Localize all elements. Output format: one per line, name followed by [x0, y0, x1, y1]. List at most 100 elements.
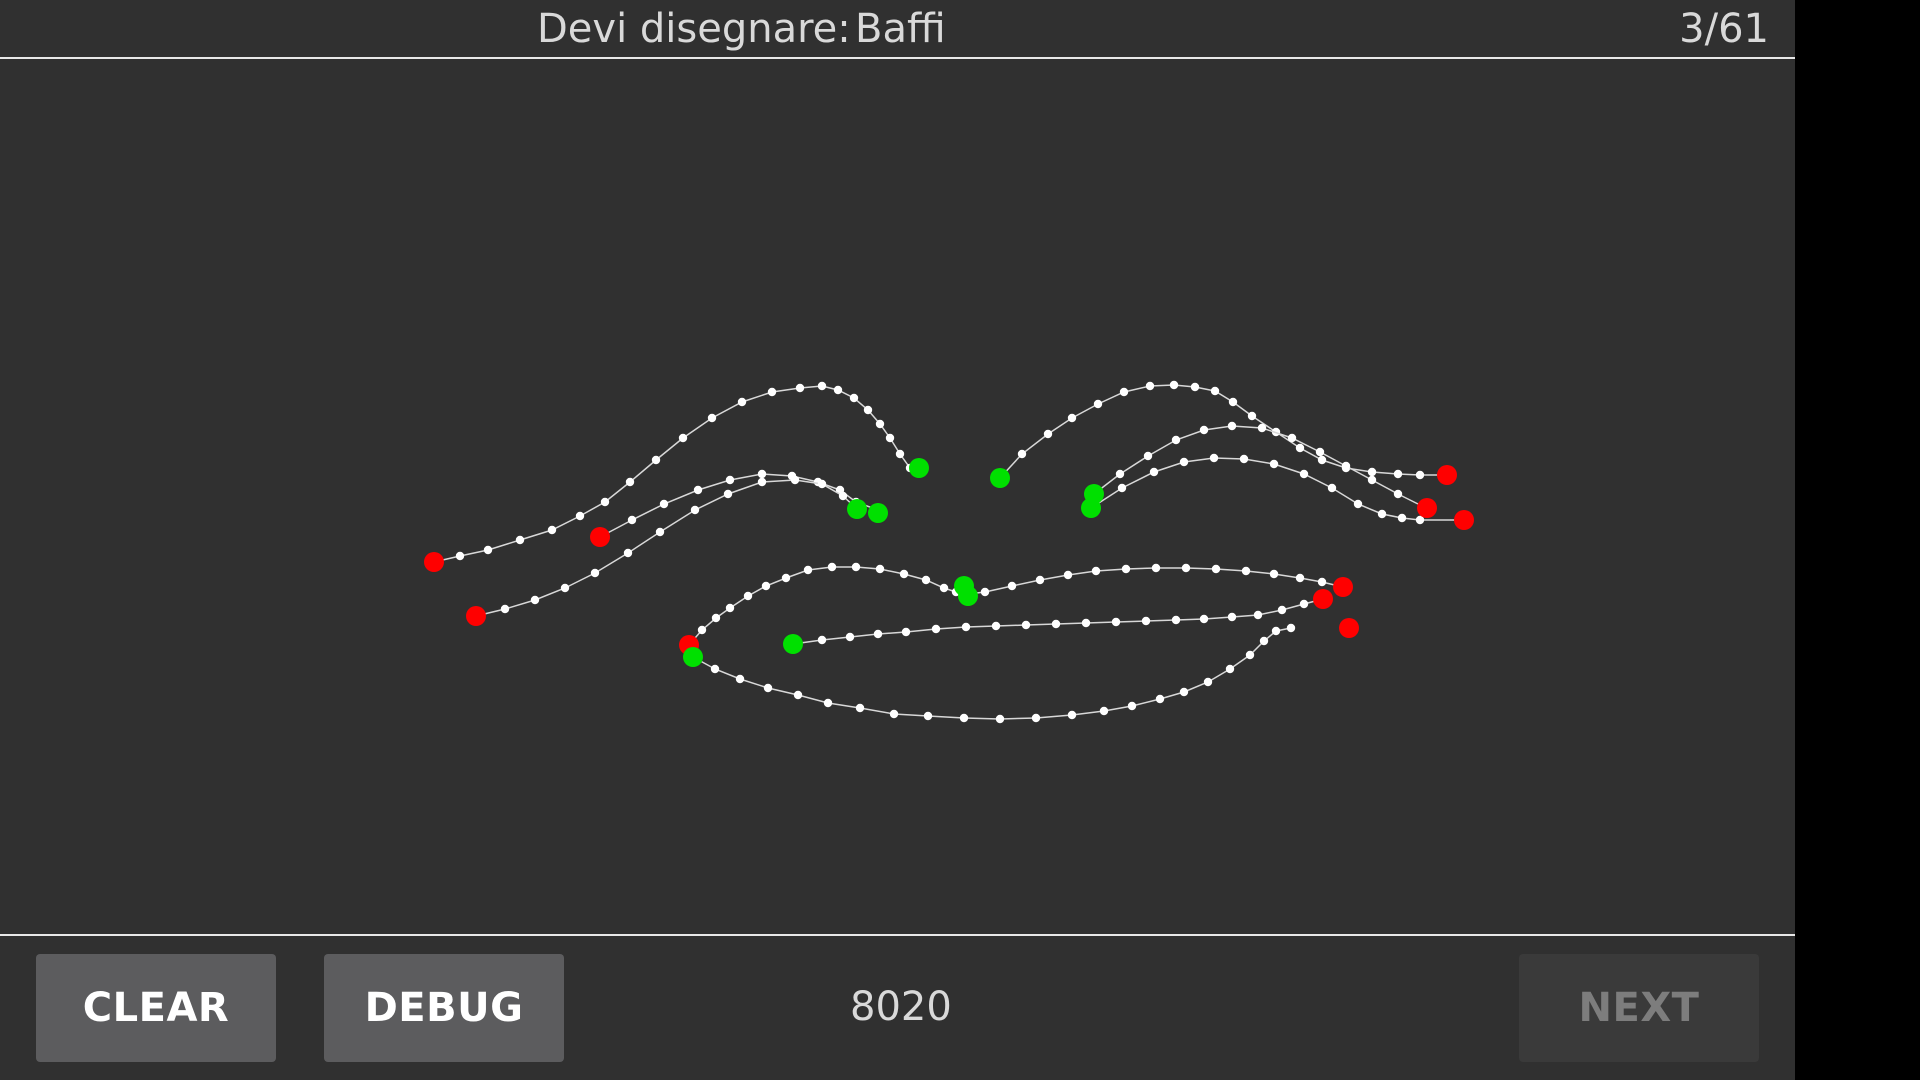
stroke-point: [1093, 399, 1103, 409]
stroke-point: [885, 433, 895, 443]
stroke-point: [1199, 614, 1209, 624]
stroke-start-marker: [683, 647, 703, 667]
stroke-point: [1115, 469, 1125, 479]
stroke-point: [1317, 577, 1327, 587]
stroke-point: [725, 603, 735, 613]
stroke-path: [999, 384, 1447, 479]
stroke-point: [697, 625, 707, 635]
stroke-point: [1171, 435, 1181, 445]
stroke-point: [735, 674, 745, 684]
stroke-point: [793, 690, 803, 700]
stroke-point: [483, 545, 493, 555]
stroke-point: [790, 475, 800, 485]
stroke-point: [991, 621, 1001, 631]
score-value: 8020: [850, 984, 952, 1030]
stroke-point: [1181, 563, 1191, 573]
stroke-point: [817, 381, 827, 391]
stroke-point: [1225, 664, 1235, 674]
stroke-point: [1067, 710, 1077, 720]
stroke-path: [1093, 425, 1428, 509]
stroke-point: [1299, 599, 1309, 609]
stroke-point: [1393, 489, 1403, 499]
stroke-point: [1035, 575, 1045, 585]
stroke-point: [1199, 425, 1209, 435]
stroke-point: [1228, 397, 1238, 407]
drawing-canvas[interactable]: [0, 59, 1795, 935]
stroke-point: [1141, 616, 1151, 626]
stroke-point: [959, 713, 969, 723]
stroke-start-marker: [1081, 498, 1101, 518]
stroke-point: [725, 475, 735, 485]
stroke-point: [1287, 433, 1297, 443]
stroke-point: [1155, 694, 1165, 704]
stroke-point: [1067, 413, 1077, 423]
stroke-point: [1257, 423, 1267, 433]
stroke-point: [455, 551, 465, 561]
stroke-start-marker: [847, 499, 867, 519]
stroke-point: [737, 397, 747, 407]
stroke-point: [845, 632, 855, 642]
stroke-point: [1341, 461, 1351, 471]
stroke-point: [1247, 411, 1257, 421]
stroke-point: [1239, 454, 1249, 464]
stroke-point: [1190, 382, 1200, 392]
stroke-point: [1295, 443, 1305, 453]
stroke-point: [1397, 513, 1407, 523]
stroke-point: [855, 703, 865, 713]
stroke-point: [961, 622, 971, 632]
stroke-point: [659, 499, 669, 509]
stroke-point: [1210, 386, 1220, 396]
stroke-point: [1393, 469, 1403, 479]
stroke-point: [901, 627, 911, 637]
drawing-counter: 3/61: [1679, 6, 1769, 52]
stroke-point: [1259, 636, 1269, 646]
stroke-point: [600, 497, 610, 507]
stroke-point: [838, 491, 848, 501]
stroke-point: [500, 604, 510, 614]
stroke-point: [761, 581, 771, 591]
stroke-point: [823, 698, 833, 708]
stroke-point: [1227, 612, 1237, 622]
stroke-point: [889, 709, 899, 719]
stroke-point: [1063, 570, 1073, 580]
stroke-end-marker: [1454, 510, 1474, 530]
stroke-point: [851, 562, 861, 572]
stroke-point: [655, 527, 665, 537]
stroke-point: [627, 515, 637, 525]
debug-button[interactable]: DEBUG: [324, 954, 564, 1062]
stroke-point: [1021, 620, 1031, 630]
stroke-point: [711, 613, 721, 623]
app-window: Devi disegnare: Baffi 3/61 CLEAR DEBUG 8…: [0, 0, 1795, 1080]
stroke-point: [707, 413, 717, 423]
stroke-path: [792, 598, 1324, 645]
stroke-path: [692, 627, 1292, 720]
stroke-path: [599, 473, 879, 538]
next-button[interactable]: NEXT: [1519, 954, 1759, 1062]
stroke-point: [817, 635, 827, 645]
stroke-point: [530, 595, 540, 605]
stroke-point: [1367, 467, 1377, 477]
stroke-point: [1227, 421, 1237, 431]
stroke-point: [1295, 573, 1305, 583]
stroke-point: [1253, 610, 1263, 620]
stroke-point: [1209, 453, 1219, 463]
stroke-point: [827, 562, 837, 572]
stroke-point: [1377, 509, 1387, 519]
stroke-point: [1119, 387, 1129, 397]
stroke-point: [1299, 469, 1309, 479]
stroke-point: [743, 591, 753, 601]
stroke-start-marker: [990, 468, 1010, 488]
stroke-point: [1149, 467, 1159, 477]
stroke-point: [651, 455, 661, 465]
stroke-point: [757, 477, 767, 487]
stroke-point: [817, 479, 827, 489]
stroke-point: [1111, 617, 1121, 627]
prompt-word: Baffi: [855, 6, 946, 52]
clear-button[interactable]: CLEAR: [36, 954, 276, 1062]
stroke-point: [803, 565, 813, 575]
stroke-start-marker: [868, 503, 888, 523]
drawing-svg[interactable]: [0, 59, 1795, 935]
stroke-end-marker: [1313, 589, 1333, 609]
stroke-point: [1171, 615, 1181, 625]
stroke-point: [575, 511, 585, 521]
